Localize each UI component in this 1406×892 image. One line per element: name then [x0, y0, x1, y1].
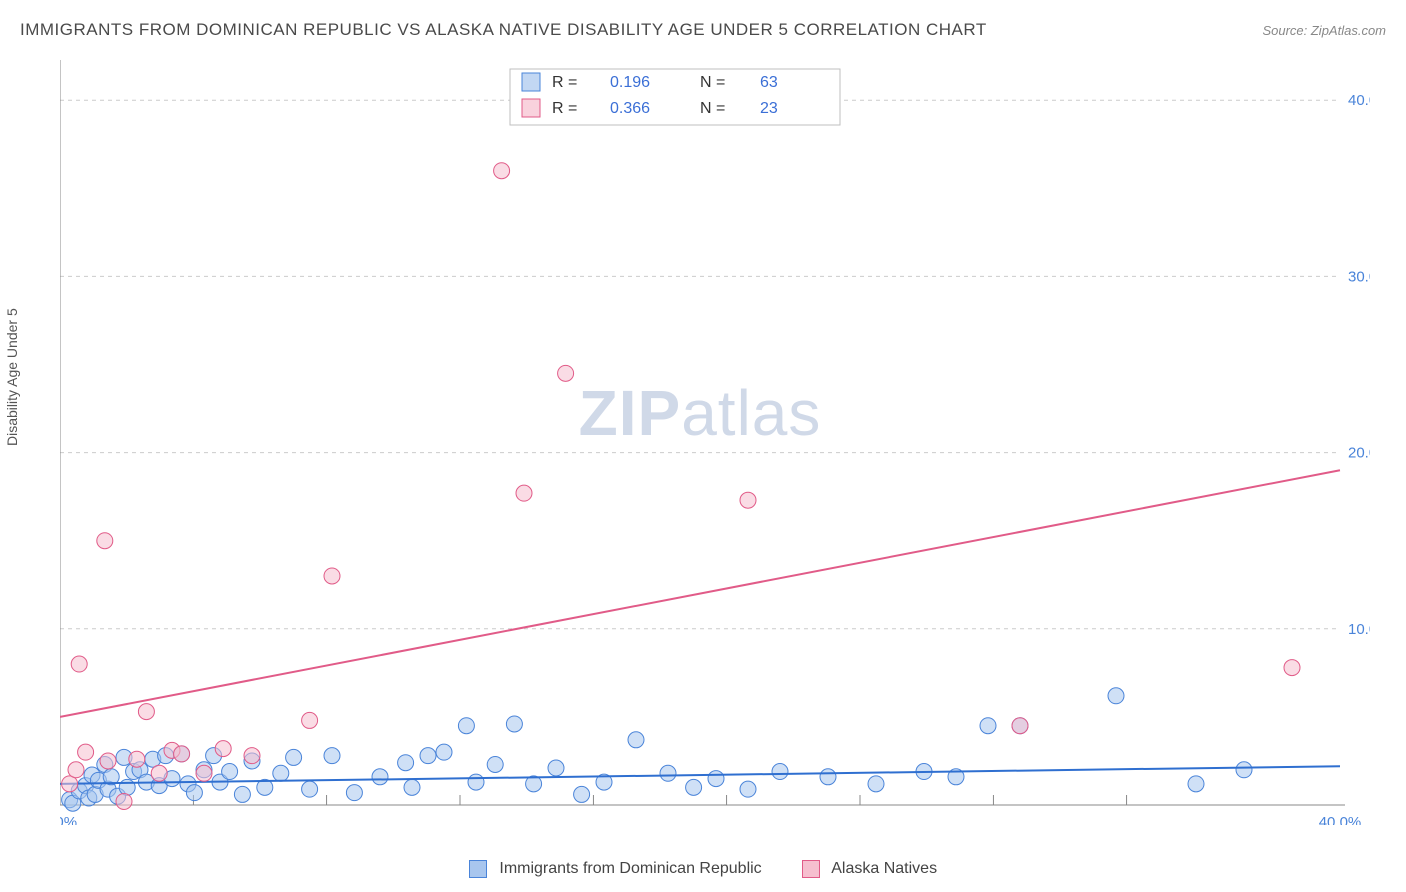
legend-n-value: 23 — [760, 100, 778, 117]
data-point — [186, 785, 202, 801]
scatter-chart: 10.0% 20.0% 30.0% 40.0% ZIPatlas 0.0% 40.0% R =… — [60, 55, 1370, 825]
data-point — [324, 748, 340, 764]
data-point — [68, 762, 84, 778]
legend-item-1: Immigrants from Dominican Republic — [469, 860, 762, 878]
data-point — [494, 163, 510, 179]
data-point — [1188, 776, 1204, 792]
data-point — [174, 746, 190, 762]
data-point — [286, 749, 302, 765]
chart-area: 10.0% 20.0% 30.0% 40.0% ZIPatlas 0.0% 40.0% R =… — [60, 55, 1370, 825]
data-point — [548, 760, 564, 776]
data-point — [660, 765, 676, 781]
data-point — [420, 748, 436, 764]
legend-n-label: N = — [700, 74, 725, 91]
data-point — [119, 779, 135, 795]
legend-r-label: R = — [552, 74, 577, 91]
data-point — [516, 485, 532, 501]
data-point — [740, 492, 756, 508]
data-point — [302, 781, 318, 797]
data-point — [458, 718, 474, 734]
data-point — [558, 365, 574, 381]
data-point — [628, 732, 644, 748]
data-point — [574, 786, 590, 802]
watermark: ZIPatlas — [579, 377, 822, 449]
data-point — [196, 765, 212, 781]
y-tick-label: 30.0% — [1348, 268, 1370, 285]
data-point — [116, 793, 132, 809]
data-point — [346, 785, 362, 801]
data-point — [71, 656, 87, 672]
data-point — [324, 568, 340, 584]
data-point — [820, 769, 836, 785]
data-point — [468, 774, 484, 790]
data-point — [273, 765, 289, 781]
legend-swatch — [522, 73, 540, 91]
data-point — [708, 771, 724, 787]
data-point — [1236, 762, 1252, 778]
trend-line — [60, 470, 1340, 717]
data-point — [686, 779, 702, 795]
y-tick-label: 10.0% — [1348, 621, 1370, 638]
data-point — [138, 704, 154, 720]
data-point — [62, 776, 78, 792]
legend-label-2: Alaska Natives — [831, 860, 937, 877]
data-point — [1284, 660, 1300, 676]
data-point — [868, 776, 884, 792]
x-tick-label: 40.0% — [1319, 814, 1362, 825]
data-point — [772, 764, 788, 780]
data-point — [404, 779, 420, 795]
data-point — [234, 786, 250, 802]
chart-title: IMMIGRANTS FROM DOMINICAN REPUBLIC VS AL… — [20, 20, 987, 40]
legend-n-value: 63 — [760, 74, 778, 91]
legend-swatch-2 — [802, 860, 820, 878]
data-point — [980, 718, 996, 734]
y-tick-label: 40.0% — [1348, 92, 1370, 109]
data-point — [100, 753, 116, 769]
legend-swatch-1 — [469, 860, 487, 878]
data-point — [487, 756, 503, 772]
data-point — [372, 769, 388, 785]
data-point — [436, 744, 452, 760]
legend-swatch — [522, 99, 540, 117]
data-point — [78, 744, 94, 760]
legend-r-value: 0.366 — [610, 100, 650, 117]
data-point — [151, 765, 167, 781]
data-point — [222, 764, 238, 780]
data-point — [398, 755, 414, 771]
x-tick-label: 0.0% — [60, 814, 77, 825]
y-axis-label: Disability Age Under 5 — [4, 308, 20, 446]
legend-item-2: Alaska Natives — [802, 860, 937, 878]
bottom-legend: Immigrants from Dominican Republic Alask… — [0, 860, 1406, 878]
legend-n-label: N = — [700, 100, 725, 117]
data-point — [1108, 688, 1124, 704]
data-point — [129, 751, 145, 767]
data-point — [97, 533, 113, 549]
data-point — [1012, 718, 1028, 734]
data-point — [740, 781, 756, 797]
data-point — [302, 712, 318, 728]
y-tick-label: 20.0% — [1348, 445, 1370, 462]
legend-r-label: R = — [552, 100, 577, 117]
legend-r-value: 0.196 — [610, 74, 650, 91]
data-point — [215, 741, 231, 757]
data-point — [244, 748, 260, 764]
header-row: IMMIGRANTS FROM DOMINICAN REPUBLIC VS AL… — [20, 20, 1386, 40]
source-attribution: Source: ZipAtlas.com — [1262, 23, 1386, 38]
data-point — [506, 716, 522, 732]
legend-label-1: Immigrants from Dominican Republic — [499, 860, 761, 877]
